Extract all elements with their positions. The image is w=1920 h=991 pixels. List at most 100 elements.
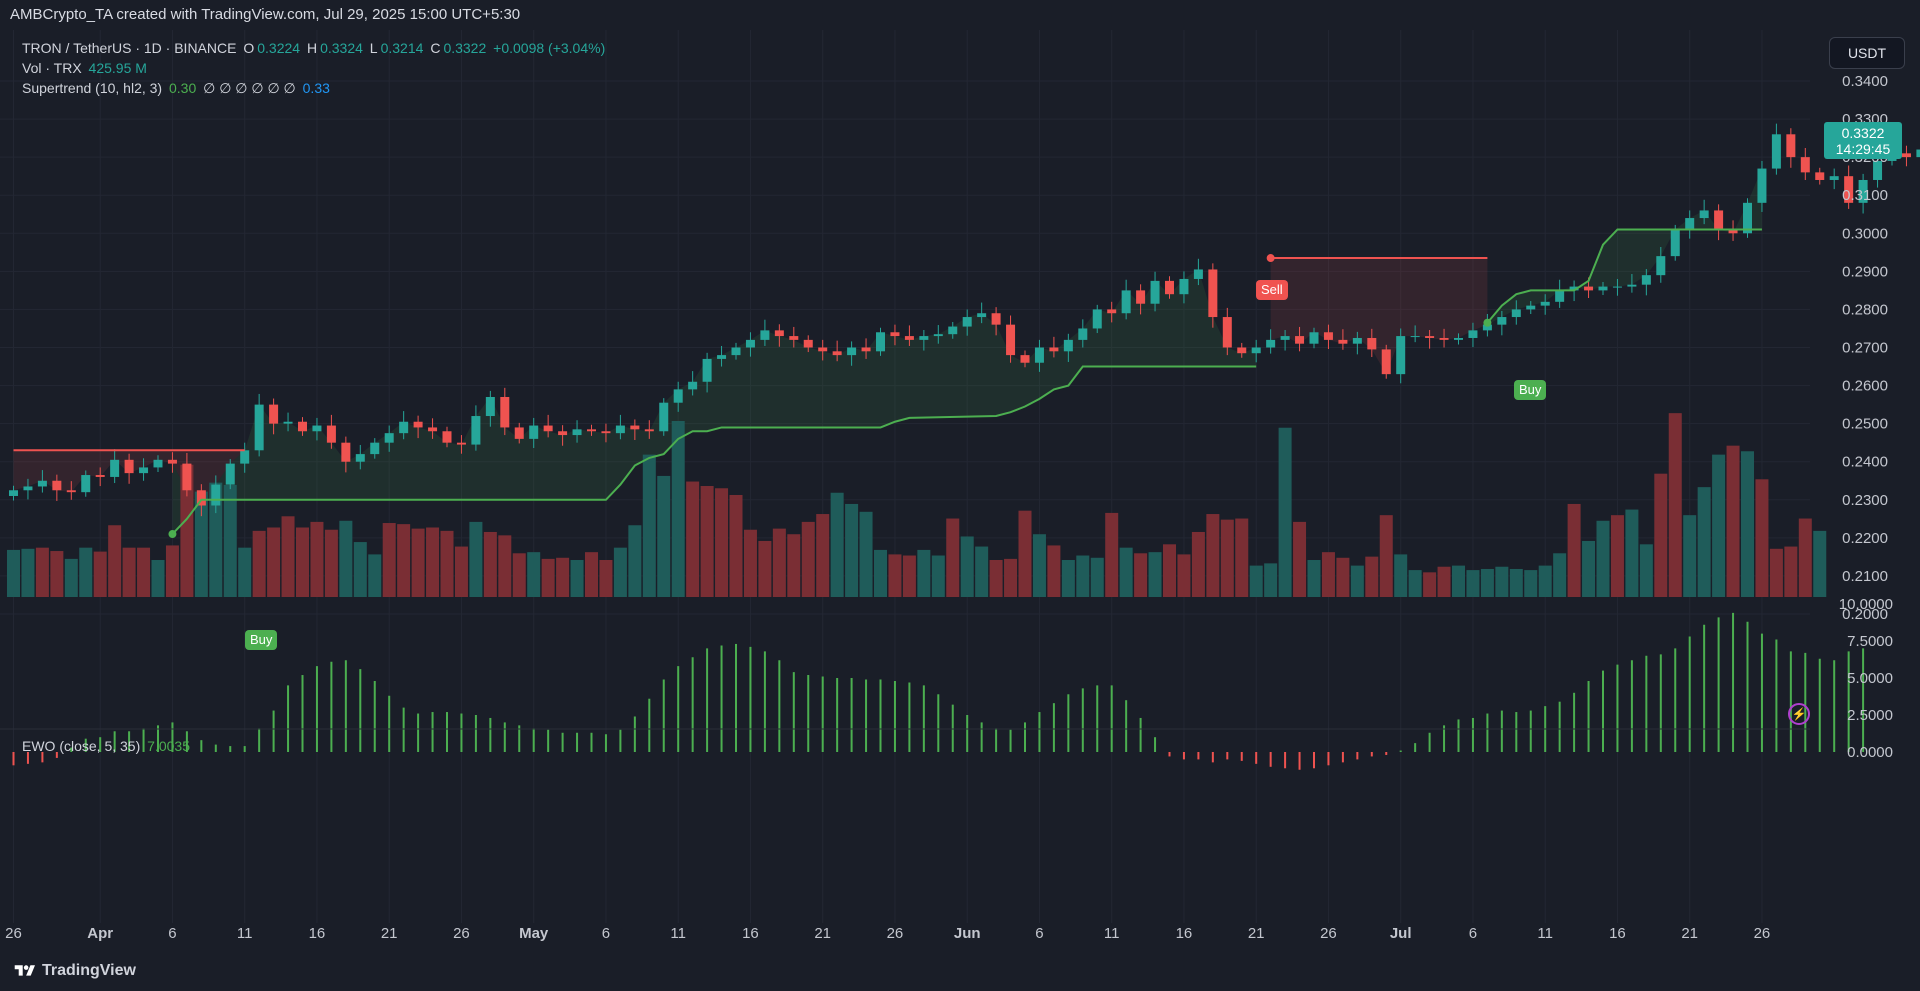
volume-bar xyxy=(1249,565,1263,597)
price-tick-label: 0.2700 xyxy=(1842,340,1888,357)
candle-body xyxy=(630,425,640,430)
volume-bar xyxy=(1177,554,1191,597)
volume-bar xyxy=(267,527,281,597)
candle-body xyxy=(1555,290,1565,302)
candle-body xyxy=(254,404,264,451)
price-tick-label: 0.3000 xyxy=(1842,225,1888,242)
ewo-legend[interactable]: EWO (close, 5, 35) 7.0035 xyxy=(22,738,193,754)
candle-body xyxy=(471,416,481,445)
volume-bar xyxy=(411,528,425,597)
last-price-tag: 0.3322 14:29:45 xyxy=(1824,122,1902,159)
volume-bar xyxy=(454,546,468,597)
candle-body xyxy=(1295,336,1305,344)
ewo-value: 7.0035 xyxy=(147,738,190,754)
ewo-tick-label: 0.0000 xyxy=(1847,744,1893,761)
time-tick-label: 16 xyxy=(742,925,759,942)
volume-bar xyxy=(151,560,165,597)
candle-body xyxy=(1728,229,1738,234)
candle-body xyxy=(456,442,466,445)
footer: TradingView xyxy=(0,953,1920,991)
time-tick-label: 6 xyxy=(602,925,610,942)
candle-body xyxy=(283,421,293,424)
price-tick-label: 0.3400 xyxy=(1842,73,1888,90)
volume-bar xyxy=(1784,546,1798,597)
symbol-name[interactable]: TRON / TetherUS · 1D · BINANCE xyxy=(22,40,237,56)
currency-button[interactable]: USDT xyxy=(1829,37,1905,69)
candle-body xyxy=(1092,309,1102,329)
candle-body xyxy=(167,459,177,464)
volume-bar xyxy=(830,492,844,597)
candle-body xyxy=(876,332,885,352)
price-tick-label: 0.2800 xyxy=(1842,301,1888,318)
ewo-axis[interactable]: 0.0000 2.5000 5.0000 7.5000 10.0000 xyxy=(1839,596,1893,761)
supertrend-fill xyxy=(13,168,1762,535)
candle-body xyxy=(1497,317,1507,325)
volume-bar xyxy=(700,486,714,597)
last-price: 0.3322 xyxy=(1841,125,1885,141)
time-axis[interactable]: 26 Apr 6 11 16 21 26 May 6 11 16 21 26 Jun 6 11 16 21 26 Ju… xyxy=(5,925,1770,942)
volume-bar xyxy=(1668,413,1682,597)
time-tick-label: 11 xyxy=(1537,925,1553,942)
candle-body xyxy=(615,425,625,434)
volume-bar xyxy=(874,549,887,597)
low-value: 0.3214 xyxy=(380,40,424,56)
volume-bar xyxy=(1712,454,1726,597)
candle-body xyxy=(442,431,452,443)
candle-body xyxy=(948,326,958,335)
candle-body xyxy=(1540,301,1550,306)
candle-body xyxy=(413,421,423,428)
volume-legend[interactable]: Vol · TRX 425.95 M xyxy=(22,60,150,76)
candle-body xyxy=(298,421,307,432)
candle-body xyxy=(789,336,799,340)
supertrend-legend[interactable]: Supertrend (10, hl2, 3) 0.30 ∅ ∅ ∅ ∅ ∅ ∅… xyxy=(22,80,333,97)
volume-bar xyxy=(1726,445,1740,597)
candle-body xyxy=(1468,330,1478,338)
candle-body xyxy=(818,347,828,352)
volume-bar xyxy=(917,549,931,597)
volume-bar xyxy=(556,557,570,597)
candle-body xyxy=(1569,286,1579,291)
volume-bar xyxy=(931,555,945,597)
volume-bar xyxy=(758,540,772,597)
volume-bar xyxy=(1509,568,1523,597)
candle-body xyxy=(1222,317,1232,348)
candle-body xyxy=(1006,324,1016,356)
volume-bar xyxy=(1379,515,1393,597)
candle-body xyxy=(1309,332,1319,344)
price-tick-label: 0.2200 xyxy=(1842,530,1888,547)
candle-body xyxy=(659,402,669,432)
volume-bar xyxy=(1293,521,1307,597)
time-tick-label: 6 xyxy=(168,925,176,942)
volume-bar xyxy=(1798,518,1812,597)
tradingview-logo[interactable] xyxy=(13,963,37,979)
volume-bar xyxy=(772,528,786,597)
ewo-tick-label: 7.5000 xyxy=(1847,633,1893,650)
candle-body xyxy=(1020,355,1030,363)
volume-bar xyxy=(223,484,237,597)
volume-bar xyxy=(137,547,151,597)
volume-bar xyxy=(1596,520,1610,597)
candle-body xyxy=(9,490,18,496)
candle-body xyxy=(1338,339,1348,344)
volume-bar xyxy=(845,503,859,597)
chart-canvas[interactable]: 0.2000 0.2100 0.2200 0.2300 0.2400 0.2500 0.26… xyxy=(0,30,1920,950)
time-tick-label: 11 xyxy=(237,925,253,942)
candle-body xyxy=(1034,347,1044,363)
volume-bar xyxy=(902,555,916,597)
volume-bar xyxy=(1813,530,1827,597)
candle-body xyxy=(1208,269,1218,318)
volume-bar xyxy=(1394,554,1408,597)
candle-body xyxy=(370,442,380,455)
volume-bar xyxy=(1495,566,1509,597)
supertrend-value-2: 0.33 xyxy=(302,80,330,96)
volume-bar xyxy=(64,558,78,597)
volume-bar xyxy=(1032,534,1046,597)
footer-brand[interactable]: TradingView xyxy=(42,962,136,979)
candle-body xyxy=(745,339,755,348)
candle-body xyxy=(1916,149,1920,158)
volume-bar xyxy=(1423,572,1437,597)
lightning-icon[interactable]: ⚡ xyxy=(1788,703,1810,725)
candle-body xyxy=(312,425,322,432)
time-tick-label: 26 xyxy=(1754,925,1771,942)
price-tick-label: 0.2300 xyxy=(1842,492,1888,509)
